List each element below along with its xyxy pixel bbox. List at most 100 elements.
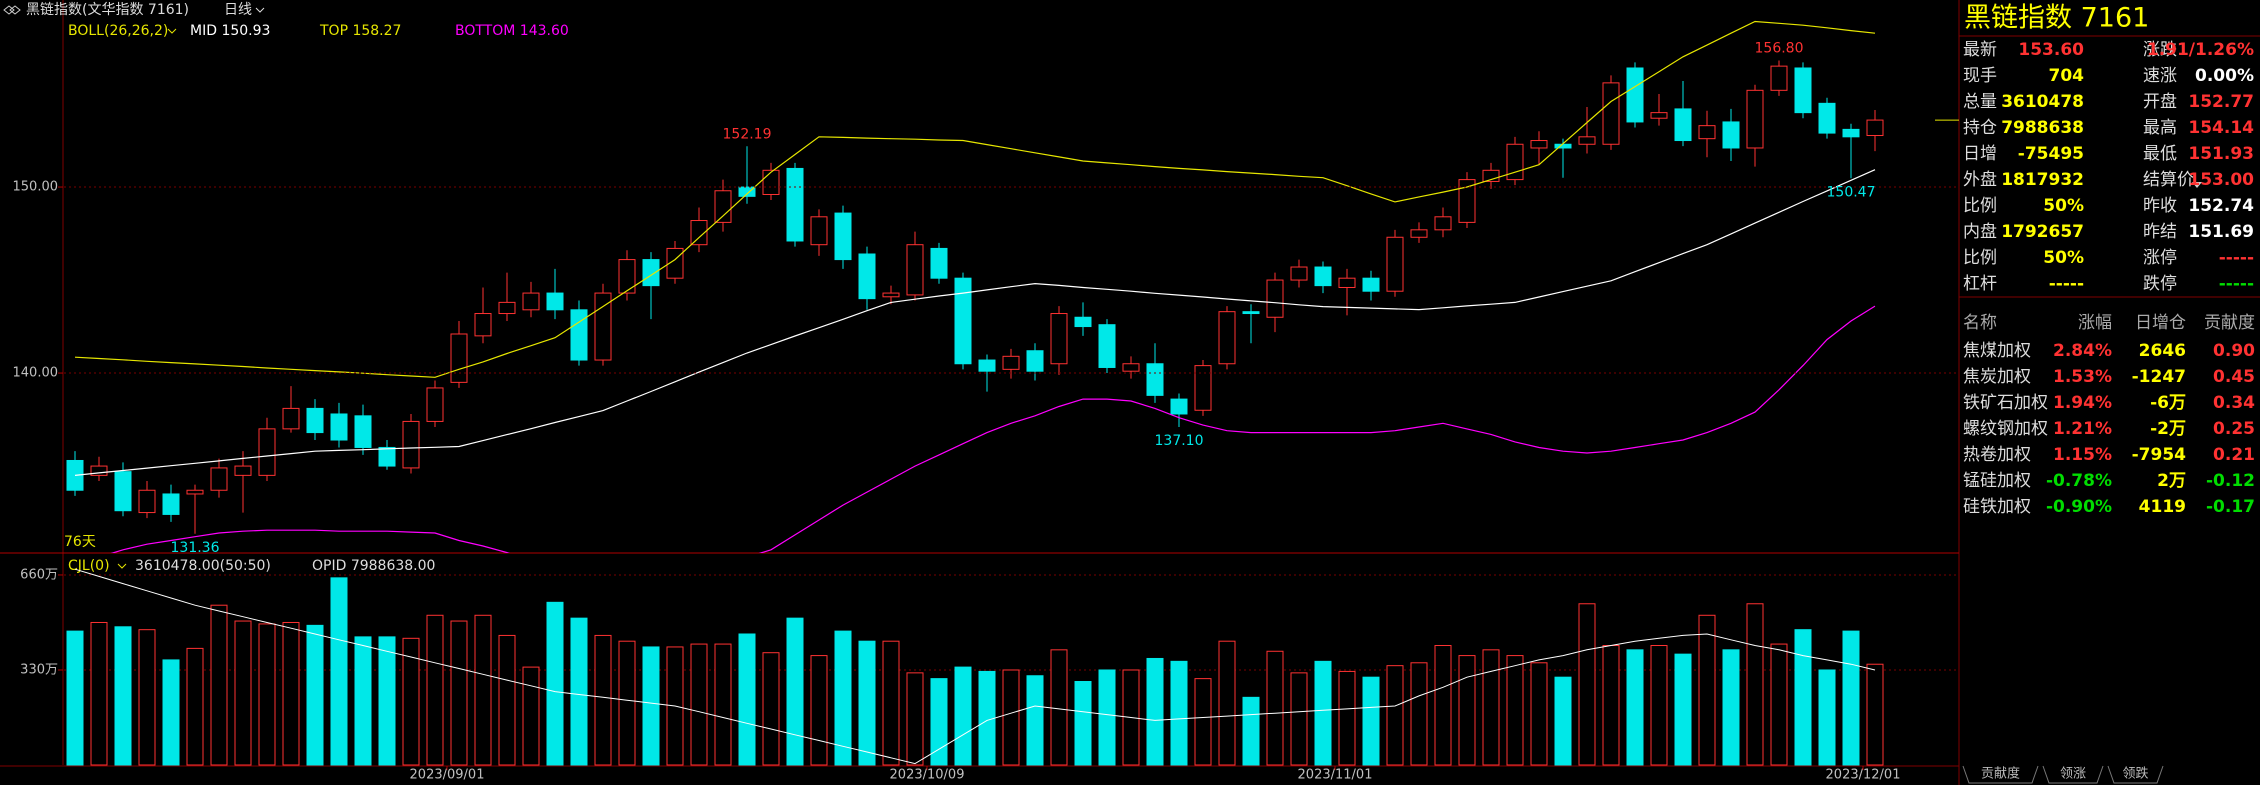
- candle-body: [1458, 179, 1476, 223]
- volume-bar: [858, 640, 876, 766]
- volume-bar: [1602, 645, 1620, 766]
- volume-bar: [1698, 614, 1716, 766]
- indicator-name[interactable]: BOLL(26,26,2): [68, 23, 168, 39]
- volume-chevron[interactable]: [117, 563, 127, 569]
- volume-bar: [1410, 662, 1428, 766]
- candle-body: [546, 292, 564, 311]
- volume-bar: [162, 659, 180, 766]
- volume-bar: [330, 577, 348, 766]
- table-cell: 1.15%: [2053, 445, 2112, 465]
- symbol-title: 黑链指数(文华指数 7161): [26, 2, 189, 18]
- period-chevron[interactable]: [255, 7, 265, 13]
- candle-body: [138, 489, 156, 514]
- volume-bar: [474, 614, 492, 766]
- candle-body: [1602, 82, 1620, 145]
- settle-dropdown[interactable]: [2192, 182, 2202, 188]
- candle-body: [642, 259, 660, 287]
- x-tick-label: 2023/10/09: [890, 768, 965, 783]
- volume-bar: [1314, 660, 1332, 766]
- candle-body: [1386, 236, 1404, 292]
- quote-value: -----: [2049, 274, 2084, 294]
- volume-bar: [1626, 649, 1644, 766]
- table-cell: 焦煤加权: [1963, 341, 2031, 361]
- candle-body: [90, 465, 108, 476]
- candle-body: [474, 313, 492, 337]
- candle-body: [1074, 316, 1092, 328]
- quote-label: 涨跌: [2143, 40, 2177, 60]
- tab[interactable]: 贡献度: [1981, 766, 2020, 782]
- volume-bar: [1170, 660, 1188, 766]
- boll-line: [74, 20, 1876, 378]
- quote-label: 最低: [2143, 144, 2177, 164]
- candle-body: [858, 253, 876, 300]
- period[interactable]: 日线: [224, 2, 252, 18]
- candle-body: [234, 465, 252, 476]
- x-tick-label: 2023/12/01: [1826, 768, 1901, 783]
- volume-bar: [426, 614, 444, 766]
- volume-bar: [1650, 645, 1668, 766]
- quote-label: 日增: [1963, 144, 1997, 164]
- candle-body: [1290, 266, 1308, 281]
- volume-bar: [450, 620, 468, 766]
- candle-body: [1338, 277, 1356, 288]
- volume-bar: [1074, 681, 1092, 766]
- tab-frame[interactable]: [1962, 765, 2039, 784]
- tab-frame[interactable]: [2107, 765, 2164, 784]
- volume-bar: [1194, 678, 1212, 766]
- candle-body: [498, 301, 516, 315]
- volume-bar: [1578, 603, 1596, 766]
- volume-bar: [834, 630, 852, 766]
- volume-bar: [1098, 669, 1116, 766]
- volume-bar: [138, 629, 156, 766]
- quote-value: 151.93: [2188, 144, 2254, 164]
- candle-body: [186, 489, 204, 495]
- y-tick-label: 150.00: [13, 180, 59, 195]
- candle-body: [954, 277, 972, 365]
- tab-frame[interactable]: [2042, 765, 2104, 784]
- quote-label: 比例: [1963, 248, 1997, 268]
- volume-bar: [810, 655, 828, 766]
- volume-bar: [1458, 655, 1476, 766]
- quote-label: 开盘: [2143, 92, 2177, 112]
- volume-bar: [1770, 643, 1788, 766]
- table-header: 贡献度: [2204, 313, 2255, 333]
- quote-value: -----: [2219, 248, 2254, 268]
- quote-label: 现手: [1963, 66, 1997, 86]
- extreme-label: 150.47: [1827, 184, 1876, 200]
- volume-bar: [1002, 669, 1020, 766]
- candle-body: [1218, 311, 1236, 365]
- quote-value: -75495: [2018, 144, 2084, 164]
- candle-body: [570, 309, 588, 361]
- volume-bar: [1050, 649, 1068, 766]
- tab[interactable]: 领跌: [2122, 766, 2148, 782]
- candle-body: [114, 471, 132, 512]
- quote-value: 50%: [2043, 196, 2084, 216]
- volume-bar: [954, 666, 972, 766]
- volume-bar: [1362, 676, 1380, 766]
- candle-body: [1818, 102, 1836, 134]
- candle-body: [282, 407, 300, 430]
- volume-legend[interactable]: CJL(0): [68, 558, 110, 574]
- candle-body: [1362, 277, 1380, 292]
- volume-bar: [1866, 663, 1884, 766]
- volume-bar: [1674, 653, 1692, 766]
- volume-bar: [714, 643, 732, 766]
- y-tick-label: 660万: [20, 567, 58, 582]
- quote-value: 152.77: [2188, 92, 2254, 112]
- table-cell: 1.94%: [2053, 393, 2112, 413]
- candle-body: [1650, 112, 1668, 119]
- volume-bar: [1026, 675, 1044, 766]
- volume-bar: [1554, 676, 1572, 766]
- symbol-icon[interactable]: [3, 5, 21, 15]
- volume-bar: [306, 624, 324, 766]
- table-cell: 0.25: [2213, 419, 2255, 439]
- tab[interactable]: 领涨: [2060, 767, 2086, 782]
- legend-entry: TOP 158.27: [319, 23, 401, 39]
- table-cell: 2.84%: [2053, 341, 2112, 361]
- candle-body: [258, 428, 276, 476]
- volume-bar: [498, 634, 516, 766]
- candle-body: [738, 186, 756, 197]
- indicator-chevron[interactable]: [167, 28, 177, 34]
- candle-body: [1746, 89, 1764, 149]
- volume-bar: [882, 640, 900, 766]
